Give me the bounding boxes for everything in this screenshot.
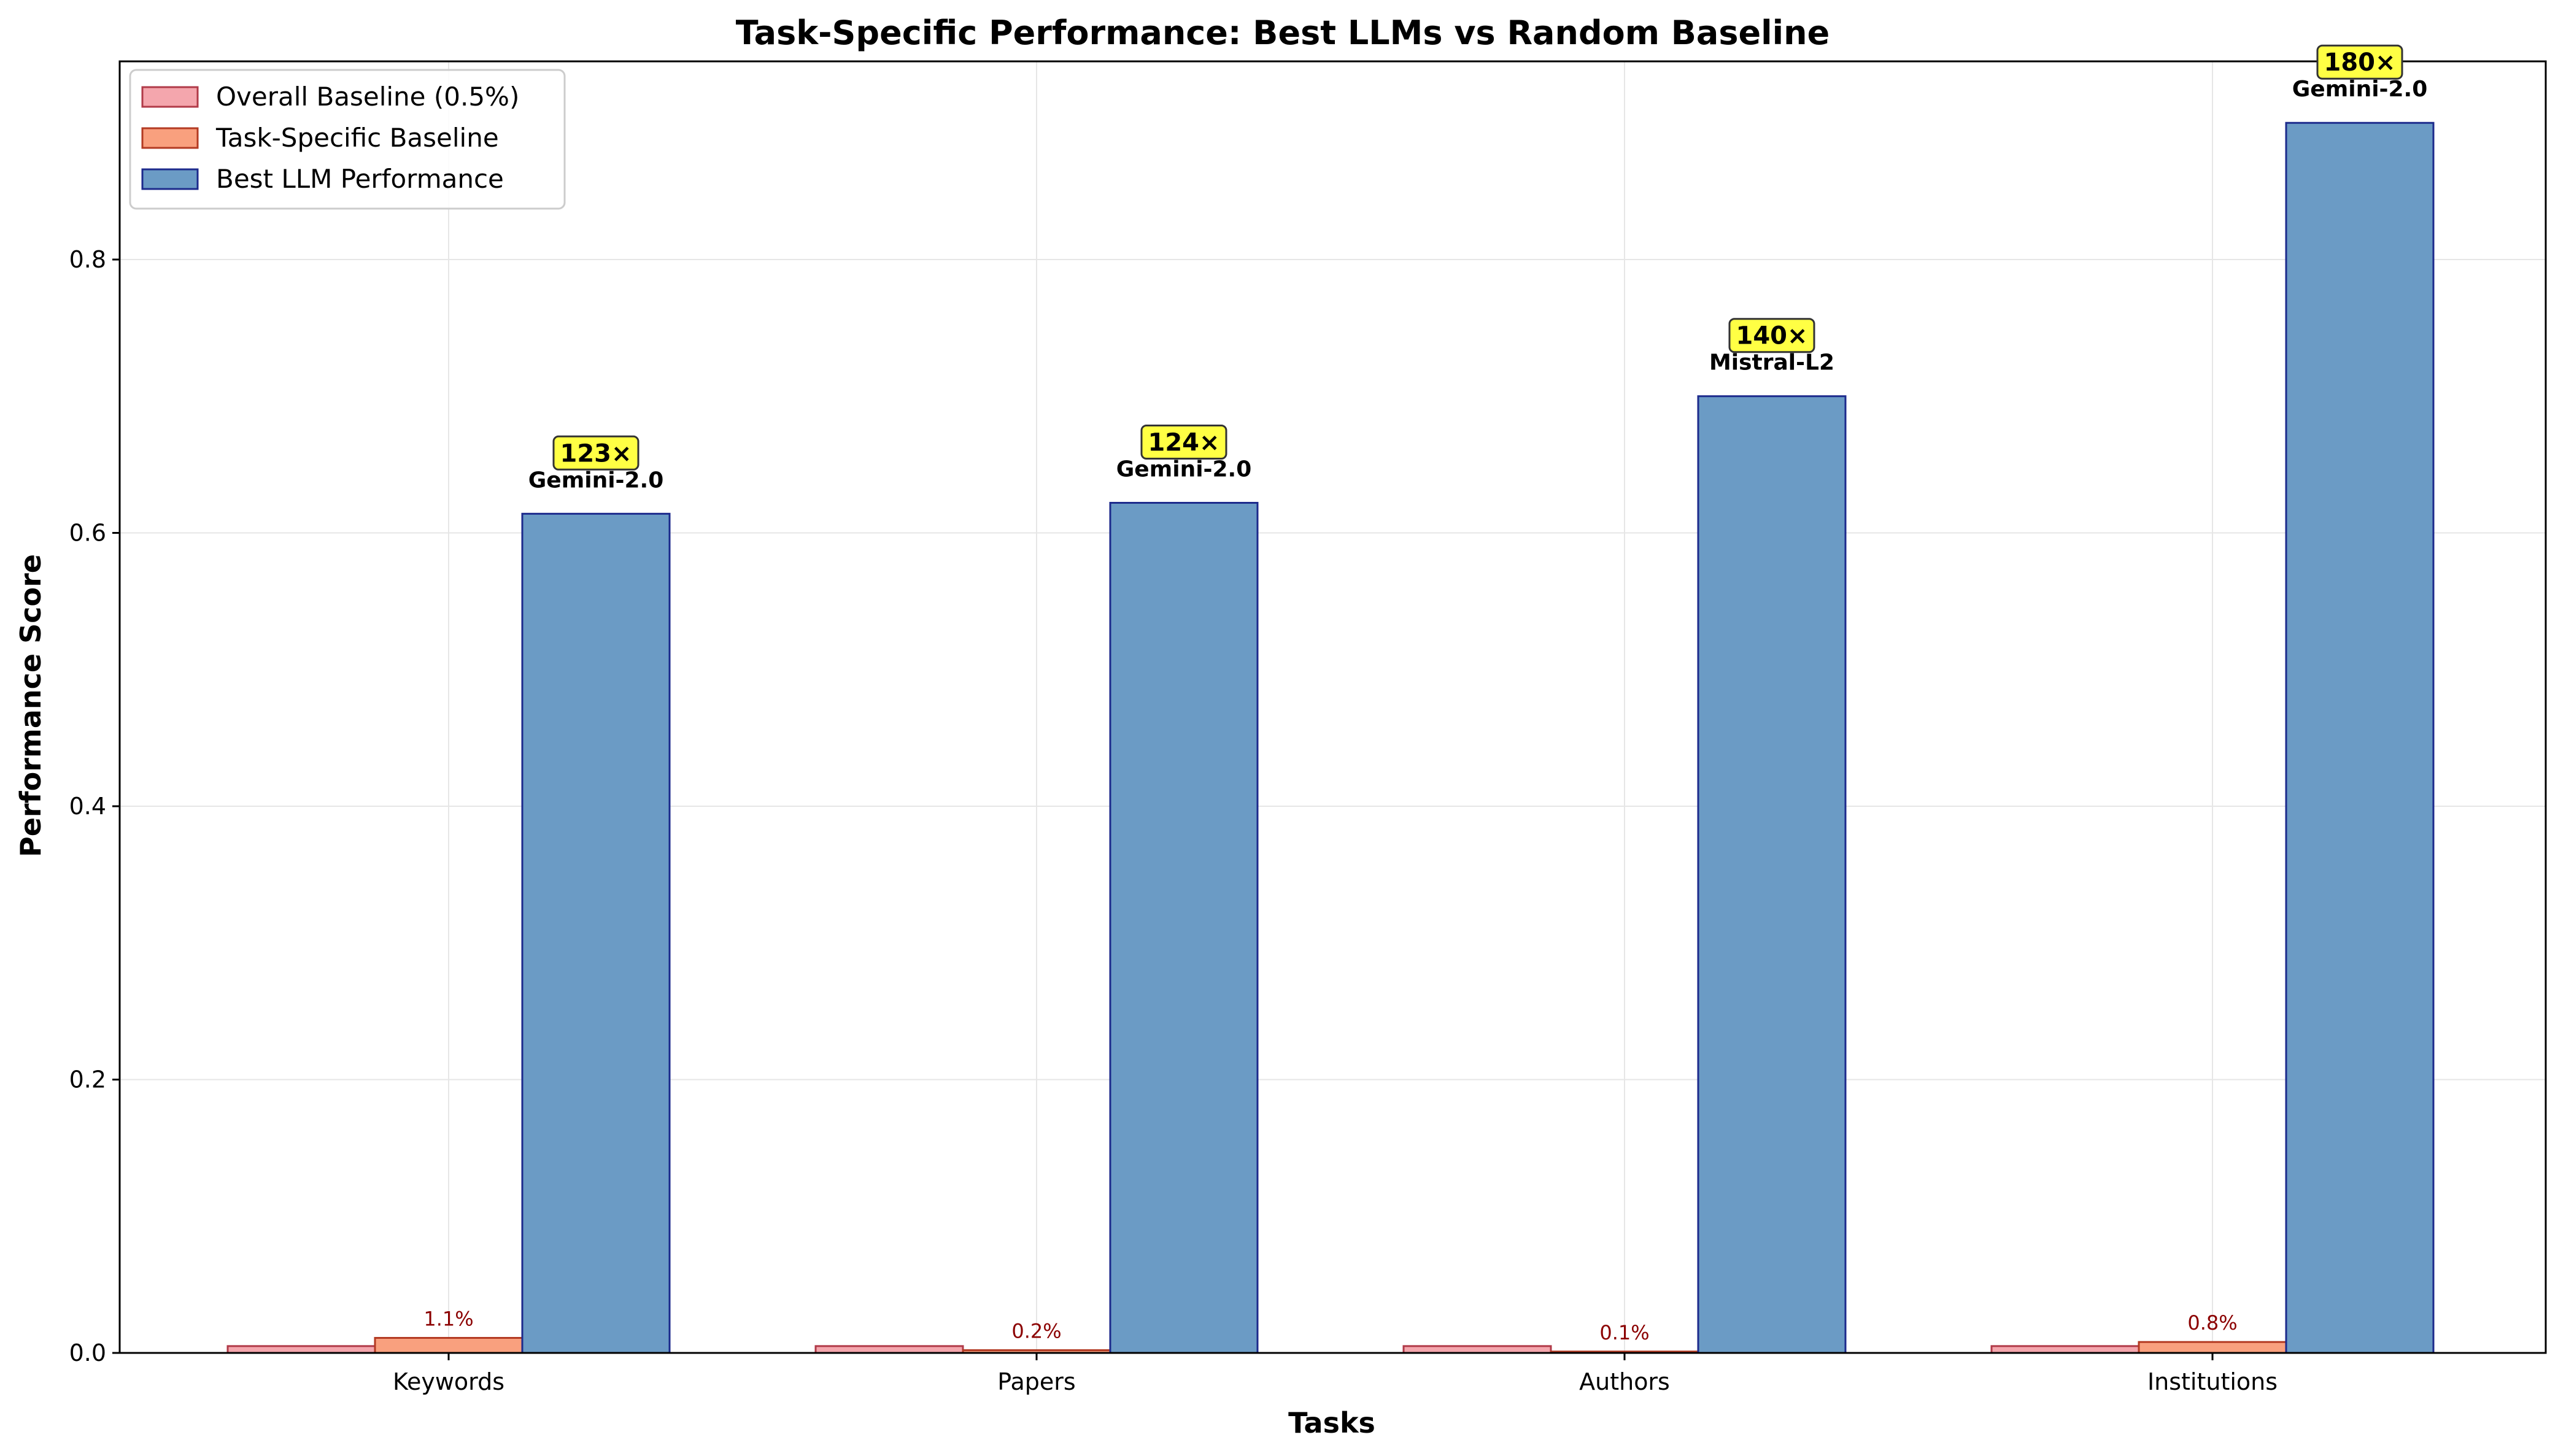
task-baseline-value-label: 0.1% [1599,1321,1649,1344]
task-baseline-value-label: 1.1% [423,1307,473,1330]
bar-papers-series-1 [814,1345,964,1354]
multiplier-badge [2316,44,2403,80]
x-tick-label: Institutions [2147,1368,2278,1395]
bar-authors-series-1 [1402,1345,1552,1354]
best-model-label: Gemini-2.0 [528,468,664,493]
multiplier-label: 140× [1736,322,1807,350]
y-tick-label: 0.4 [69,793,106,820]
task-baseline-value-label: 0.8% [2187,1311,2237,1335]
best-model-label: Gemini-2.0 [1116,456,1252,482]
bar-authors-series-3 [1697,395,1847,1354]
y-tick-label: 0.0 [69,1339,106,1366]
multiplier-label: 124× [1148,428,1219,456]
annotation-layer: 1.1%0.2% 0.1% 0.8%Gemini-2.0123×Gemini-2.0… [423,44,2428,1344]
bar-keywords-series-2 [374,1336,524,1354]
axes-layer: 0.0 0.2 0.4 0.6 0.8 Keywords Papers Authors Inst… [69,246,2278,1395]
legend: Overall Baseline (0.5%) Task-Specific Bas… [129,69,566,210]
multiplier-badge [1728,318,1815,353]
x-tick-label: Authors [1579,1368,1670,1395]
multiplier-label: 180× [2324,48,2395,77]
multiplier-badge [552,435,640,471]
bar-institutions-series-2 [2138,1341,2287,1354]
plot-frame [118,60,2547,1354]
y-tick-label: 0.6 [69,519,106,546]
best-model-label: Gemini-2.0 [2292,77,2428,102]
bar-institutions-series-1 [1990,1345,2140,1354]
legend-swatch [141,86,199,108]
bar-institutions-series-3 [2285,121,2435,1354]
legend-entry-label: Best LLM Performance [216,164,504,194]
x-tick-label: Papers [997,1368,1075,1395]
legend-box [129,69,566,210]
y-tick-label: 0.2 [69,1066,106,1093]
chart-title: Task-Specific Performance: Best LLMs vs … [736,13,1830,52]
y-tick-label: 0.8 [69,246,106,273]
bar-keywords-series-1 [226,1345,376,1354]
legend-entry-label: Task-Specific Baseline [215,123,499,153]
x-tick-label: Keywords [393,1368,504,1395]
bar-keywords-series-3 [521,512,671,1354]
multiplier-badge [1140,424,1227,460]
legend-swatch [141,168,199,190]
bar-papers-series-3 [1109,501,1259,1354]
legend-swatch [141,127,199,149]
multiplier-label: 123× [560,439,632,468]
best-model-label: Mistral-L2 [1709,350,1834,376]
bars-layer [226,121,2435,1354]
x-axis-title: Tasks [1288,1406,1375,1439]
legend-entry-label: Overall Baseline (0.5%) [216,82,519,112]
y-axis-title: Performance Score [14,554,47,857]
task-baseline-value-label: 0.2% [1011,1320,1061,1343]
